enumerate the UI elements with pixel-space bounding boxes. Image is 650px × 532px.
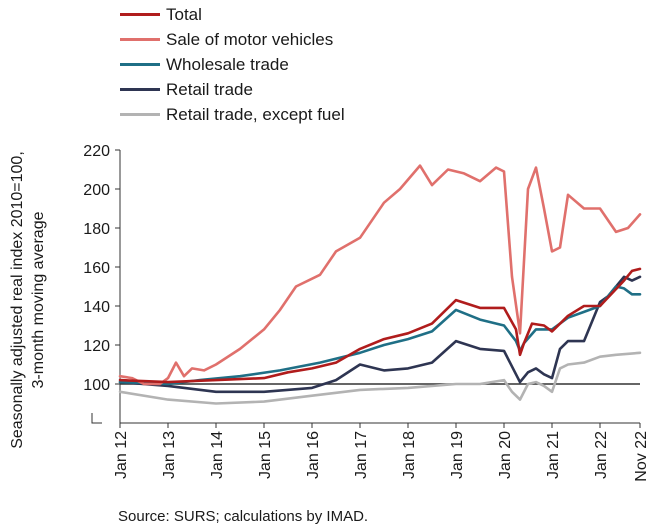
legend-swatch-motor-vehicles (120, 38, 160, 41)
series-total-line (118, 267, 642, 384)
x-tick-label: Jan 20 (497, 431, 514, 479)
legend-label-retail-except-fuel: Retail trade, except fuel (166, 104, 345, 124)
x-tick-label: Jan 17 (353, 431, 370, 479)
x-tick-label: Jan 14 (209, 431, 226, 479)
x-tick-label: Jan 18 (401, 431, 418, 479)
y-tick-label: 140 (83, 299, 110, 316)
legend-label-motor-vehicles: Sale of motor vehicles (166, 29, 334, 49)
legend-swatch-retail-except-fuel (120, 113, 160, 116)
legend-swatch-total (120, 13, 160, 16)
axis-break-symbol (91, 413, 102, 424)
x-tick-label: Jan 12 (113, 431, 130, 479)
y-tick-label: 220 (83, 143, 110, 160)
legend-label-wholesale: Wholesale trade (166, 54, 289, 74)
x-tick-label: Jan 21 (545, 431, 562, 479)
legend-label-retail: Retail trade (166, 79, 253, 99)
legend-label-total: Total (166, 4, 202, 24)
legend-swatch-retail (120, 88, 160, 91)
legend-swatch-wholesale (120, 63, 160, 66)
legend-item-retail-except-fuel: Retail trade, except fuel (120, 102, 345, 127)
series-motor-vehicles-line (118, 164, 642, 386)
y-tick-label: 120 (83, 338, 110, 355)
legend: Total Sale of motor vehicles Wholesale t… (120, 2, 345, 127)
x-tick-label: Jan 16 (305, 431, 322, 479)
y-tick-label: 160 (83, 260, 110, 277)
y-tick-label: 100 (83, 377, 110, 394)
x-tick-label: Jan 15 (257, 431, 274, 479)
x-tick-label: Nov 22 (633, 431, 650, 482)
tick-labels-layer: 100 120 140 160 180 200 220 Jan 12 Jan 13 Jan 14 J… (83, 143, 650, 482)
legend-item-motor-vehicles: Sale of motor vehicles (120, 27, 345, 52)
y-axis-title-line-2: 3-month moving average (30, 211, 47, 388)
legend-item-total: Total (120, 2, 345, 27)
series-retail-except-fuel-line (118, 351, 642, 405)
x-tick-label: Jan 19 (449, 431, 466, 479)
source-note: Source: SURS; calculations by IMAD. (118, 508, 369, 525)
y-tick-label: 200 (83, 182, 110, 199)
legend-item-wholesale: Wholesale trade (120, 52, 345, 77)
y-tick-label: 180 (83, 221, 110, 238)
series-layer (118, 164, 642, 405)
y-axis-title-line-1: Seasonally adjusted real index 2010=100, (9, 151, 26, 449)
x-tick-label: Jan 22 (593, 431, 610, 479)
x-tick-label: Jan 13 (161, 431, 178, 479)
series-retail-line (118, 275, 642, 394)
legend-item-retail: Retail trade (120, 77, 345, 102)
